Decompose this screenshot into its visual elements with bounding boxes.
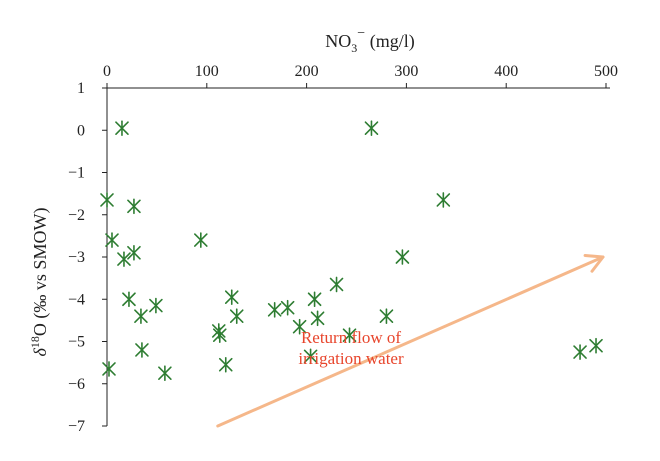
data-point [105,232,119,248]
data-point [102,361,116,377]
data-point [134,308,148,324]
x-axis-title: NO3− (mg/l) [325,26,414,55]
y-tick-label: −1 [68,165,85,182]
x-tick-label: 100 [195,63,219,80]
y-ticks: 1 0 −1 −2 −3 −4 −5 −6 −7 [68,80,107,435]
data-point [229,308,244,324]
data-point [149,297,163,314]
data-point [127,244,141,261]
data-point [395,249,410,265]
data-point [218,356,233,373]
annotation-label: Return flow of irrigation water [298,328,404,368]
data-point [127,198,141,215]
y-tick-label: −4 [68,291,85,308]
data-point [122,291,136,308]
data-point [589,337,603,354]
annotation-text-line2: irrigation water [298,349,404,368]
x-tick-label: 400 [494,63,518,80]
data-point [310,310,325,327]
data-point [100,192,114,208]
x-tick-label: 500 [594,63,618,80]
data-point [364,120,379,136]
x-tick-label: 200 [295,63,319,80]
y-tick-label: 1 [77,80,85,97]
trend-arrow-head [583,253,605,273]
trend-arrow [216,255,605,428]
data-point [342,327,357,343]
data-point [573,344,587,360]
data-point [292,318,307,335]
data-point [329,276,344,293]
data-point [379,308,394,324]
y-axis-title: δ18O (‰ vs SMOW) [28,208,51,357]
y-tick-label: −3 [68,249,85,266]
data-point [224,289,239,305]
y-tick-label: 0 [77,122,85,139]
data-points [100,120,603,381]
axes [106,87,610,426]
data-point [303,348,318,365]
y-tick-label: −2 [68,207,85,224]
data-point [117,251,131,267]
x-ticks: 0 100 200 300 400 500 [103,63,618,88]
data-point [115,120,129,136]
data-point [158,365,172,381]
data-point [280,299,295,316]
annotation [216,253,605,428]
y-tick-label: −6 [68,376,85,393]
y-tick-label: −7 [68,418,85,435]
data-point [307,291,322,308]
x-tick-label: 300 [394,63,418,80]
data-point [436,192,451,208]
data-point [212,327,227,343]
data-point [135,342,149,358]
data-point [194,232,208,248]
data-point [267,302,282,318]
x-tick-label: 0 [103,63,111,80]
annotation-text-line1: Return flow of [301,328,401,347]
y-tick-label: −5 [68,334,85,351]
